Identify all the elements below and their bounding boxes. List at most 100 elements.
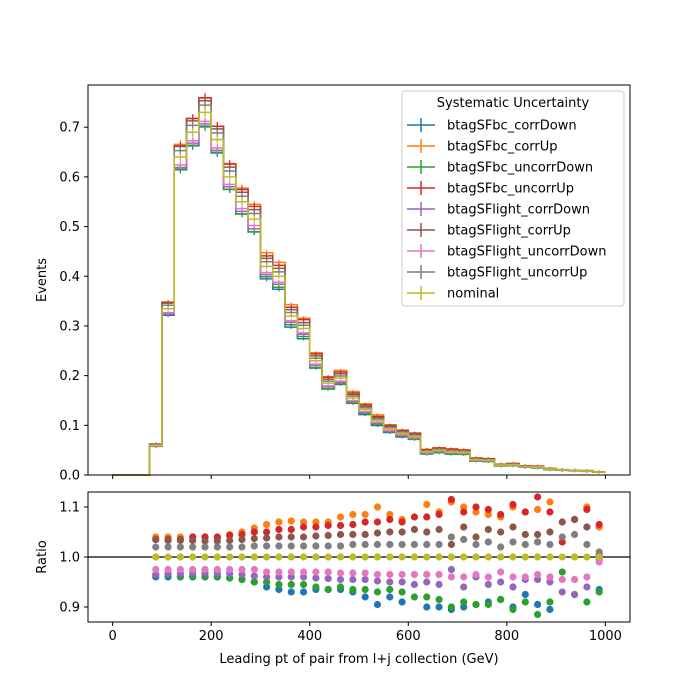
ratio-x-tick-label: 400	[297, 629, 322, 644]
ratio-point	[312, 542, 320, 550]
ratio-point	[250, 578, 258, 586]
legend-label: btagSFlight_corrDown	[447, 203, 590, 218]
ratio-point	[275, 518, 283, 526]
ratio-point	[164, 565, 172, 574]
ratio-point	[263, 553, 271, 561]
ratio-point	[299, 568, 308, 576]
ratio-point	[386, 585, 394, 594]
ratio-point	[373, 600, 382, 609]
ratio-point	[336, 542, 345, 550]
ratio-point	[336, 530, 345, 539]
ratio-point	[386, 510, 394, 519]
ratio-point	[238, 565, 246, 574]
ratio-point	[386, 570, 394, 579]
ratio-point	[336, 569, 345, 577]
ratio-point	[398, 598, 406, 606]
ratio-point	[472, 540, 480, 549]
ratio-point	[447, 533, 455, 541]
ratio-point	[324, 521, 332, 530]
ratio-point	[570, 575, 579, 584]
ratio-point	[534, 575, 542, 584]
legend-entry: btagSFbc_uncorrDown	[407, 160, 593, 176]
ratio-point	[447, 573, 455, 581]
ratio-point	[263, 528, 271, 536]
ratio-point	[263, 573, 271, 581]
ratio-y-tick-label: 1.0	[59, 551, 80, 566]
ratio-point	[324, 542, 332, 550]
legend-entry: btagSFlight_corrDown	[407, 202, 590, 218]
ratio-point	[509, 553, 517, 561]
histogram-series-nominal	[112, 107, 606, 476]
ratio-point	[521, 573, 529, 581]
ratio-point	[460, 535, 468, 544]
ratio-point	[226, 553, 234, 561]
ratio-point	[361, 569, 369, 577]
ratio-point	[398, 578, 406, 586]
histogram-y-axis-label: Events	[35, 258, 50, 302]
ratio-point	[373, 588, 382, 596]
legend-entry: btagSFlight_uncorrUp	[407, 265, 587, 281]
ratio-point	[484, 600, 492, 609]
ratio-point	[546, 553, 554, 561]
ratio-point	[435, 603, 443, 611]
ratio-point	[410, 593, 419, 601]
ratio-point	[546, 498, 554, 506]
ratio-point	[275, 533, 283, 541]
ratio-point	[312, 523, 320, 531]
ratio-point	[423, 500, 431, 509]
ratio-point	[189, 543, 197, 551]
ratio-point	[386, 528, 394, 536]
ratio-point	[299, 518, 308, 526]
ratio-point	[583, 598, 591, 606]
ratio-point	[152, 543, 160, 551]
ratio-point	[497, 510, 505, 519]
ratio-point	[558, 568, 566, 576]
ratio-point	[226, 565, 234, 574]
ratio-point	[299, 523, 308, 531]
ratio-series-btagSFlight_uncorrUp	[152, 530, 603, 556]
histogram-x-ticks	[112, 475, 606, 479]
legend-label: btagSFlight_corrUp	[447, 224, 571, 239]
ratio-point	[398, 570, 406, 579]
ratio-x-ticks: 0 200 400 600 800 1000	[108, 622, 622, 644]
ratio-point	[460, 603, 468, 611]
ratio-point	[275, 580, 283, 589]
ratio-point	[312, 574, 320, 582]
ratio-point	[509, 573, 517, 581]
ratio-y-tick-label: 0.9	[59, 601, 80, 616]
ratio-series-group	[152, 493, 603, 619]
ratio-point	[287, 517, 295, 525]
ratio-point	[484, 580, 492, 589]
ratio-panel: 0 200 400 600 800 1000 0.9 1.0 1.1 Ratio Leadin…	[35, 491, 631, 667]
ratio-point	[373, 570, 382, 579]
ratio-point	[497, 553, 505, 561]
ratio-point	[213, 543, 221, 551]
histogram-y-tick-label: 0.4	[59, 270, 80, 285]
ratio-point	[164, 553, 172, 561]
ratio-point	[299, 573, 308, 581]
ratio-point	[263, 542, 271, 550]
ratio-point	[361, 593, 369, 601]
ratio-x-tick-label: 200	[199, 629, 224, 644]
ratio-point	[570, 553, 579, 561]
ratio-point	[521, 590, 529, 599]
ratio-point	[349, 569, 357, 577]
histogram-y-tick-label: 0.2	[59, 369, 80, 384]
ratio-point	[472, 503, 480, 511]
ratio-point	[361, 518, 369, 526]
ratio-point	[423, 578, 431, 586]
ratio-point	[263, 578, 271, 586]
ratio-point	[373, 529, 382, 537]
ratio-point	[299, 533, 308, 541]
ratio-point	[361, 540, 369, 549]
ratio-point	[534, 570, 542, 579]
ratio-point	[423, 593, 431, 601]
legend-entry: btagSFbc_corrDown	[407, 118, 577, 134]
ratio-point	[410, 553, 419, 561]
ratio-point	[324, 574, 332, 583]
ratio-point	[423, 513, 431, 521]
ratio-point	[152, 570, 160, 579]
ratio-point	[534, 553, 542, 561]
ratio-point	[312, 568, 320, 576]
ratio-y-ticks: 0.9 1.0 1.1	[59, 501, 88, 616]
